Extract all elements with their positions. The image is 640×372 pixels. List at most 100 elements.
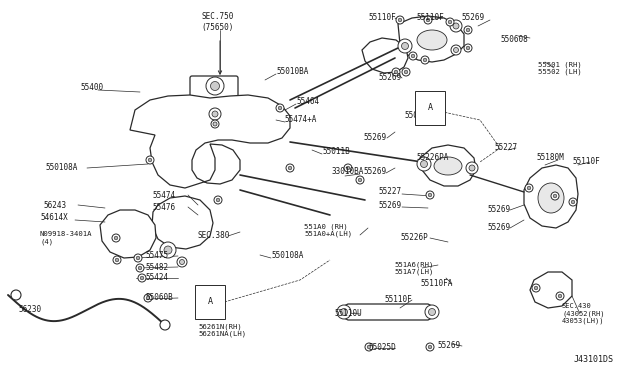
Text: N09918-3401A
(4): N09918-3401A (4): [40, 231, 93, 245]
Text: 55010BA: 55010BA: [276, 67, 308, 77]
Text: 56261N(RH)
56261NA(LH): 56261N(RH) 56261NA(LH): [198, 323, 246, 337]
Circle shape: [112, 234, 120, 242]
Circle shape: [216, 198, 220, 202]
Text: 55476: 55476: [152, 202, 175, 212]
Circle shape: [532, 284, 540, 292]
Circle shape: [453, 23, 459, 29]
Circle shape: [11, 290, 21, 300]
Text: 55269: 55269: [363, 134, 386, 142]
Text: 55269: 55269: [378, 201, 401, 209]
Circle shape: [424, 16, 432, 24]
Circle shape: [404, 70, 408, 74]
Text: 55227: 55227: [378, 187, 401, 196]
Circle shape: [402, 68, 410, 76]
Text: 55226P: 55226P: [400, 234, 428, 243]
Text: 55060B: 55060B: [145, 294, 173, 302]
Circle shape: [138, 274, 146, 282]
Circle shape: [179, 260, 184, 264]
Text: 551A6(RH)
551A7(LH): 551A6(RH) 551A7(LH): [394, 261, 433, 275]
Circle shape: [356, 176, 364, 184]
Circle shape: [134, 254, 142, 262]
Text: 56243: 56243: [43, 201, 66, 209]
Polygon shape: [398, 16, 464, 62]
Polygon shape: [340, 304, 436, 320]
Circle shape: [446, 18, 454, 26]
Circle shape: [344, 164, 352, 172]
Circle shape: [454, 48, 458, 52]
Circle shape: [466, 46, 470, 50]
Circle shape: [417, 157, 431, 171]
Text: 55475: 55475: [145, 251, 168, 260]
Polygon shape: [100, 210, 156, 258]
Polygon shape: [524, 165, 578, 228]
Circle shape: [214, 196, 222, 204]
Text: 55110F: 55110F: [384, 295, 412, 305]
Circle shape: [448, 20, 452, 24]
Text: 56230: 56230: [18, 305, 41, 314]
Circle shape: [177, 257, 187, 267]
Circle shape: [288, 166, 292, 170]
Text: 55226PA: 55226PA: [416, 154, 449, 163]
Text: 55269: 55269: [461, 13, 484, 22]
Circle shape: [340, 308, 348, 315]
Text: 551A0 (RH)
551A0+A(LH): 551A0 (RH) 551A0+A(LH): [304, 223, 352, 237]
Circle shape: [392, 68, 400, 76]
Circle shape: [286, 164, 294, 172]
Circle shape: [276, 104, 284, 112]
Circle shape: [556, 292, 564, 300]
Text: SEC.380: SEC.380: [197, 231, 229, 241]
Circle shape: [428, 345, 432, 349]
Circle shape: [211, 120, 219, 128]
Circle shape: [569, 198, 577, 206]
Circle shape: [464, 44, 472, 52]
Circle shape: [278, 106, 282, 110]
Circle shape: [213, 122, 217, 126]
Circle shape: [365, 343, 373, 351]
Circle shape: [146, 156, 154, 164]
FancyBboxPatch shape: [190, 76, 238, 116]
Text: 55025D: 55025D: [368, 343, 396, 353]
Circle shape: [346, 166, 350, 170]
Circle shape: [358, 178, 362, 182]
Text: 55482: 55482: [145, 263, 168, 272]
Circle shape: [146, 296, 150, 300]
Circle shape: [428, 193, 432, 197]
Circle shape: [534, 286, 538, 290]
Circle shape: [425, 305, 439, 319]
Circle shape: [115, 258, 119, 262]
Circle shape: [464, 26, 472, 34]
Polygon shape: [130, 95, 290, 188]
Circle shape: [140, 276, 144, 280]
Text: A: A: [207, 298, 212, 307]
Circle shape: [136, 256, 140, 260]
Text: 55269: 55269: [437, 341, 460, 350]
Circle shape: [423, 58, 427, 62]
Circle shape: [144, 294, 152, 302]
Circle shape: [367, 345, 371, 349]
Circle shape: [429, 308, 435, 315]
Circle shape: [206, 77, 224, 95]
Circle shape: [420, 160, 428, 167]
Circle shape: [401, 42, 408, 49]
Circle shape: [551, 192, 559, 200]
Text: SEC.430
(43052(RH)
43053(LH)): SEC.430 (43052(RH) 43053(LH)): [562, 304, 605, 324]
Circle shape: [466, 28, 470, 32]
Polygon shape: [362, 38, 408, 73]
Circle shape: [138, 266, 142, 270]
Text: 54614X: 54614X: [40, 214, 68, 222]
Text: 55110F: 55110F: [572, 157, 600, 167]
Circle shape: [337, 305, 351, 319]
Text: 55474: 55474: [152, 190, 175, 199]
Circle shape: [209, 108, 221, 120]
Text: 55269: 55269: [487, 205, 510, 215]
Circle shape: [211, 81, 220, 90]
Polygon shape: [530, 272, 572, 308]
Text: 55045E: 55045E: [404, 110, 432, 119]
Text: 55501 (RH)
55502 (LH): 55501 (RH) 55502 (LH): [538, 61, 582, 75]
Text: 55464: 55464: [296, 97, 319, 106]
Circle shape: [558, 294, 562, 298]
Circle shape: [136, 264, 144, 272]
Text: 55180M: 55180M: [536, 154, 564, 163]
Circle shape: [421, 56, 429, 64]
Circle shape: [409, 52, 417, 60]
